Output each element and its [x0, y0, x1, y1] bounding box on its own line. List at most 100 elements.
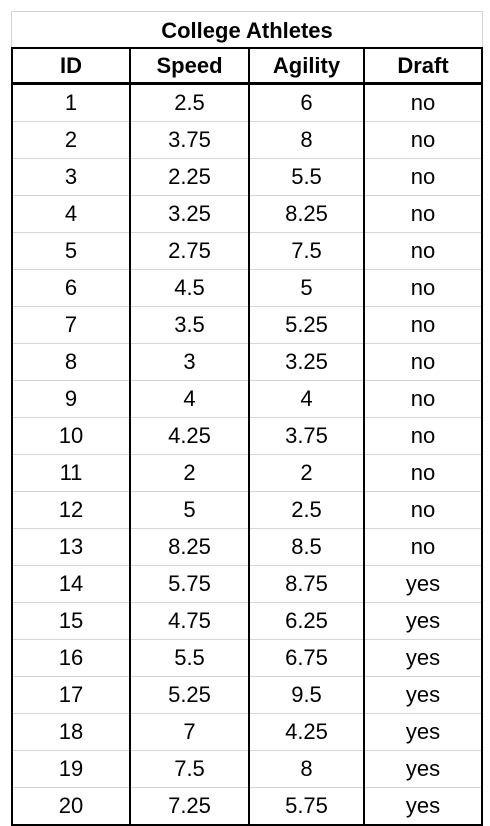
table-row: 1 2.5 6 no — [11, 83, 483, 122]
cell-draft: no — [363, 528, 483, 566]
cell-id: 15 — [11, 602, 131, 640]
header-speed: Speed — [129, 47, 250, 85]
cell-agility: 3.25 — [248, 343, 365, 381]
table-row: 8 3 3.25 no — [11, 343, 483, 381]
cell-draft: yes — [363, 750, 483, 788]
header-id: ID — [11, 47, 131, 85]
cell-draft: yes — [363, 602, 483, 640]
table-row: 12 5 2.5 no — [11, 491, 483, 529]
table-row: 6 4.5 5 no — [11, 269, 483, 307]
table-row: 17 5.25 9.5 yes — [11, 676, 483, 714]
cell-speed: 2 — [129, 454, 250, 492]
cell-id: 2 — [11, 121, 131, 159]
cell-speed: 3 — [129, 343, 250, 381]
cell-agility: 2 — [248, 454, 365, 492]
cell-agility: 4 — [248, 380, 365, 418]
cell-speed: 4.5 — [129, 269, 250, 307]
table-row: 15 4.75 6.25 yes — [11, 602, 483, 640]
cell-draft: yes — [363, 639, 483, 677]
table-row: 11 2 2 no — [11, 454, 483, 492]
cell-draft: yes — [363, 676, 483, 714]
cell-agility: 8.25 — [248, 195, 365, 233]
cell-draft: no — [363, 121, 483, 159]
cell-draft: yes — [363, 713, 483, 751]
header-draft: Draft — [363, 47, 483, 85]
cell-draft: no — [363, 417, 483, 455]
cell-draft: yes — [363, 565, 483, 603]
cell-draft: no — [363, 232, 483, 270]
table-title: College Athletes — [11, 11, 483, 47]
header-row: ID Speed Agility Draft — [11, 47, 483, 85]
cell-draft: no — [363, 491, 483, 529]
spreadsheet: College Athletes ID Speed Agility Draft … — [11, 11, 483, 826]
cell-id: 1 — [11, 83, 131, 122]
table-row: 5 2.75 7.5 no — [11, 232, 483, 270]
cell-id: 3 — [11, 158, 131, 196]
cell-id: 12 — [11, 491, 131, 529]
cell-draft: no — [363, 306, 483, 344]
cell-agility: 7.5 — [248, 232, 365, 270]
cell-draft: no — [363, 454, 483, 492]
cell-speed: 2.75 — [129, 232, 250, 270]
college-athletes-table: College Athletes ID Speed Agility Draft … — [11, 11, 483, 826]
cell-agility: 5.25 — [248, 306, 365, 344]
cell-draft: no — [363, 195, 483, 233]
table-row: 20 7.25 5.75 yes — [11, 787, 483, 826]
table-row: 13 8.25 8.5 no — [11, 528, 483, 566]
table-header: ID Speed Agility Draft — [11, 47, 483, 85]
cell-agility: 5.5 — [248, 158, 365, 196]
cell-agility: 8.5 — [248, 528, 365, 566]
cell-draft: no — [363, 343, 483, 381]
cell-agility: 2.5 — [248, 491, 365, 529]
cell-id: 20 — [11, 787, 131, 826]
cell-speed: 5 — [129, 491, 250, 529]
cell-id: 4 — [11, 195, 131, 233]
cell-agility: 3.75 — [248, 417, 365, 455]
cell-id: 19 — [11, 750, 131, 788]
table-body: 1 2.5 6 no 2 3.75 8 no 3 2.25 5.5 no 4 3.25 8.25 no 5 2.7… — [11, 83, 483, 826]
cell-draft: no — [363, 269, 483, 307]
table-row: 2 3.75 8 no — [11, 121, 483, 159]
cell-agility: 6.75 — [248, 639, 365, 677]
cell-agility: 8 — [248, 121, 365, 159]
cell-speed: 7 — [129, 713, 250, 751]
cell-speed: 3.75 — [129, 121, 250, 159]
cell-id: 10 — [11, 417, 131, 455]
cell-id: 7 — [11, 306, 131, 344]
cell-speed: 7.25 — [129, 787, 250, 826]
cell-id: 8 — [11, 343, 131, 381]
cell-speed: 5.25 — [129, 676, 250, 714]
cell-id: 13 — [11, 528, 131, 566]
cell-speed: 4 — [129, 380, 250, 418]
cell-agility: 8 — [248, 750, 365, 788]
table-row: 7 3.5 5.25 no — [11, 306, 483, 344]
table-row: 3 2.25 5.5 no — [11, 158, 483, 196]
cell-agility: 6 — [248, 83, 365, 122]
cell-draft: no — [363, 83, 483, 122]
cell-id: 18 — [11, 713, 131, 751]
cell-speed: 3.25 — [129, 195, 250, 233]
cell-speed: 2.5 — [129, 83, 250, 122]
cell-id: 17 — [11, 676, 131, 714]
table-row: 18 7 4.25 yes — [11, 713, 483, 751]
cell-agility: 5.75 — [248, 787, 365, 826]
cell-speed: 4.75 — [129, 602, 250, 640]
cell-draft: no — [363, 380, 483, 418]
cell-agility: 5 — [248, 269, 365, 307]
header-agility: Agility — [248, 47, 365, 85]
table-row: 14 5.75 8.75 yes — [11, 565, 483, 603]
cell-agility: 6.25 — [248, 602, 365, 640]
table-row: 9 4 4 no — [11, 380, 483, 418]
cell-draft: yes — [363, 787, 483, 826]
cell-id: 14 — [11, 565, 131, 603]
cell-agility: 4.25 — [248, 713, 365, 751]
cell-id: 6 — [11, 269, 131, 307]
cell-speed: 8.25 — [129, 528, 250, 566]
cell-draft: no — [363, 158, 483, 196]
cell-speed: 3.5 — [129, 306, 250, 344]
table-row: 16 5.5 6.75 yes — [11, 639, 483, 677]
cell-speed: 5.75 — [129, 565, 250, 603]
cell-speed: 4.25 — [129, 417, 250, 455]
table-row: 19 7.5 8 yes — [11, 750, 483, 788]
cell-id: 5 — [11, 232, 131, 270]
